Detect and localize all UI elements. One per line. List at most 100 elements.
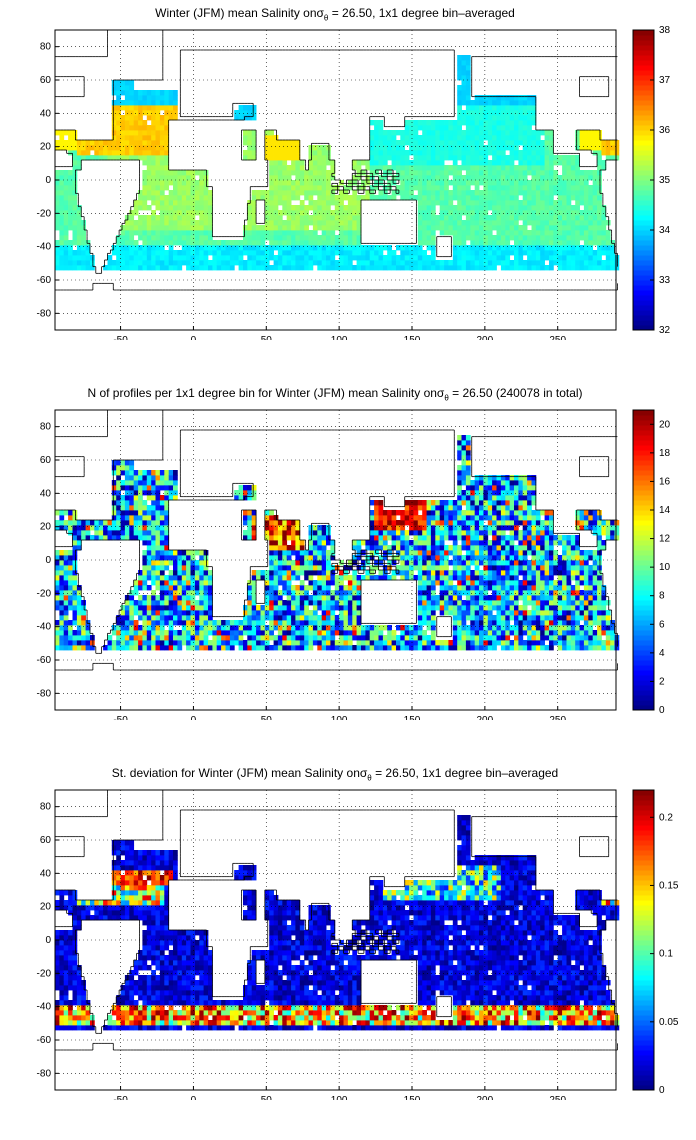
heatmap-cell xyxy=(85,530,91,536)
heatmap-cell xyxy=(378,195,384,201)
heatmap-cell xyxy=(251,145,257,151)
heatmap-cell xyxy=(63,550,69,556)
heatmap-cell xyxy=(116,155,121,161)
heatmap-cell xyxy=(116,135,121,141)
heatmap-cell xyxy=(155,200,161,206)
heatmap-cell xyxy=(269,255,274,261)
heatmap-cell xyxy=(194,260,200,266)
heatmap-cell xyxy=(72,145,78,151)
heatmap-cell xyxy=(221,255,226,261)
heatmap-cell xyxy=(282,140,288,146)
heatmap-cell xyxy=(111,525,117,531)
heatmap-cell xyxy=(312,160,318,166)
heatmap-cell xyxy=(326,210,331,216)
grid-lines xyxy=(55,30,616,330)
heatmap-cell xyxy=(435,175,441,181)
heatmap-cell xyxy=(505,95,511,101)
heatmap-cell xyxy=(557,220,563,226)
heatmap-cell xyxy=(334,220,340,226)
heatmap-cell xyxy=(277,260,283,266)
heatmap-cell xyxy=(133,515,139,521)
heatmap-cell xyxy=(527,170,532,176)
heatmap-cell xyxy=(151,145,156,151)
heatmap-cell xyxy=(474,95,480,101)
heatmap-cell xyxy=(426,265,432,271)
heatmap-cell xyxy=(531,230,537,236)
heatmap-cell xyxy=(505,180,511,186)
heatmap-cell xyxy=(531,95,537,101)
heatmap-cell xyxy=(461,145,467,151)
heatmap-cell xyxy=(164,265,170,271)
heatmap-cell xyxy=(387,170,392,176)
heatmap-cell xyxy=(151,605,156,611)
heatmap-cell xyxy=(540,260,545,266)
colorbar-segment xyxy=(633,65,654,71)
heatmap-cell xyxy=(229,255,235,261)
heatmap-cell xyxy=(321,265,327,271)
heatmap-cell xyxy=(483,110,489,116)
heatmap-cell xyxy=(81,635,86,641)
heatmap-cell xyxy=(566,260,572,266)
heatmap-cell xyxy=(151,215,156,221)
heatmap-cell xyxy=(413,165,419,171)
heatmap-cell xyxy=(557,205,563,211)
heatmap-cell xyxy=(605,265,611,271)
heatmap-cell xyxy=(68,260,73,266)
heatmap-cell xyxy=(483,170,489,176)
heatmap-cell xyxy=(142,235,148,241)
heatmap-cell xyxy=(151,495,156,501)
heatmap-cell xyxy=(339,225,344,231)
heatmap-cell xyxy=(190,185,196,191)
heatmap-cell xyxy=(164,125,170,131)
heatmap-cell xyxy=(151,475,156,481)
heatmap-cell xyxy=(72,600,78,606)
heatmap-cell xyxy=(465,115,471,121)
heatmap-cell xyxy=(142,635,148,641)
heatmap-cell xyxy=(382,165,388,171)
heatmap-cell xyxy=(291,155,296,161)
colorbar-segment xyxy=(633,195,654,201)
heatmap-cell xyxy=(400,145,406,151)
heatmap-cell xyxy=(146,530,152,536)
heatmap-cell xyxy=(391,195,397,201)
heatmap-cell xyxy=(566,180,572,186)
heatmap-cell xyxy=(168,190,174,196)
heatmap-cell xyxy=(575,205,580,211)
heatmap-cell xyxy=(164,90,170,96)
heatmap-cell xyxy=(404,245,410,251)
heatmap-cell xyxy=(509,180,515,186)
heatmap-cell xyxy=(347,225,353,231)
heatmap-cell xyxy=(138,470,143,476)
heatmap-cell xyxy=(142,530,148,536)
heatmap-cell xyxy=(173,180,178,186)
heatmap-cell xyxy=(133,120,139,126)
heatmap-cell xyxy=(155,540,161,546)
heatmap-cell xyxy=(282,220,288,226)
heatmap-cell xyxy=(535,150,541,156)
heatmap-cell xyxy=(487,110,493,116)
heatmap-cell xyxy=(444,140,449,146)
heatmap-cell xyxy=(500,170,506,176)
heatmap-cell xyxy=(522,135,528,141)
heatmap-cell xyxy=(68,220,73,226)
heatmap-cell xyxy=(422,120,427,126)
heatmap-cell xyxy=(527,260,532,266)
heatmap-cell xyxy=(540,130,545,136)
heatmap-cell xyxy=(295,225,301,231)
heatmap-cell xyxy=(461,185,467,191)
heatmap-cell xyxy=(317,235,323,241)
heatmap-cell xyxy=(579,225,585,231)
heatmap-cell xyxy=(76,165,82,171)
heatmap-cell xyxy=(243,250,248,256)
heatmap-cell xyxy=(601,160,607,166)
heatmap-cell xyxy=(614,140,620,146)
heatmap-cell xyxy=(151,485,156,491)
heatmap-cell xyxy=(151,260,156,266)
heatmap-cell xyxy=(505,120,511,126)
heatmap-cell xyxy=(273,135,279,141)
heatmap-cell xyxy=(146,515,152,521)
heatmap-cell xyxy=(146,125,152,131)
heatmap-cell xyxy=(129,240,135,246)
heatmap-cell xyxy=(72,160,78,166)
heatmap-cell xyxy=(194,210,200,216)
